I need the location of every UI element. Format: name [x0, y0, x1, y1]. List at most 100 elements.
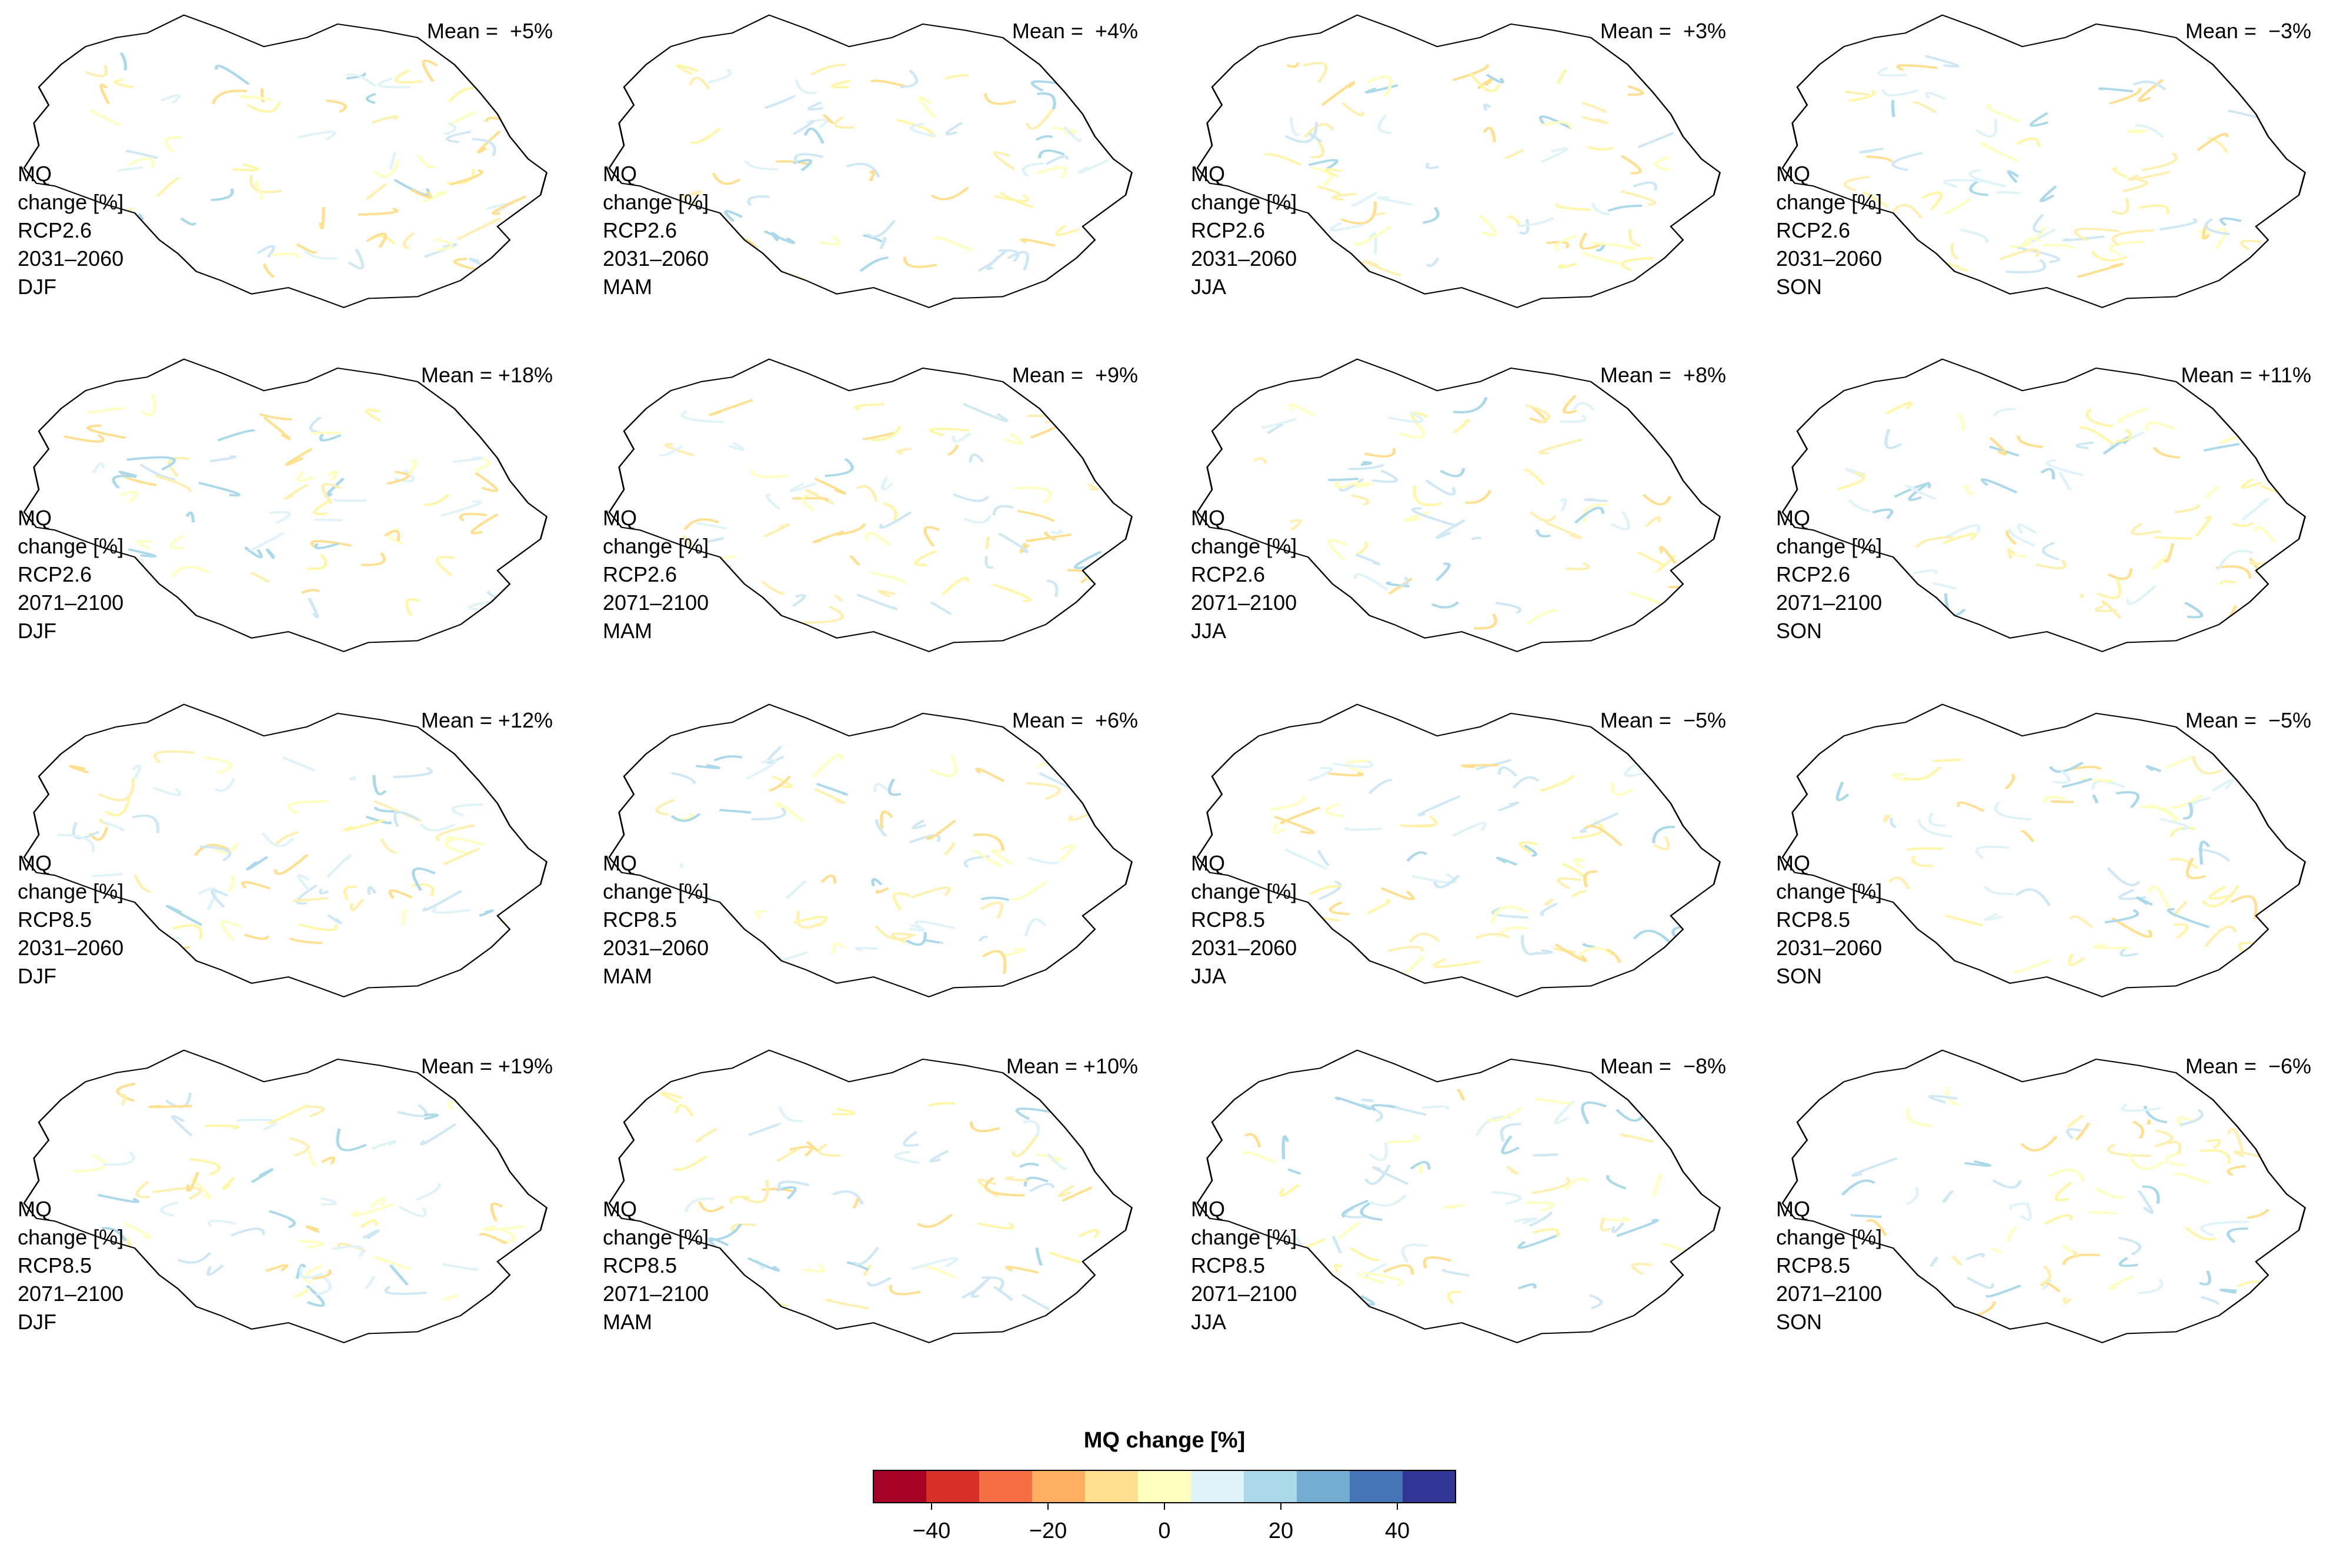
river-segment [410, 189, 432, 199]
river-segment [2165, 756, 2193, 769]
river-segment [2017, 435, 2043, 448]
river-segment [1057, 1185, 1074, 1197]
river-segment [2239, 239, 2262, 251]
river-segment [265, 548, 276, 559]
river-segment [812, 530, 845, 543]
river-segment [1540, 902, 1558, 916]
river-segment [1591, 241, 1636, 250]
river-network [1249, 62, 1674, 276]
river-segment [1284, 849, 1327, 870]
river-segment [747, 1123, 781, 1136]
river-segment [659, 445, 683, 457]
river-segment [1865, 155, 1894, 163]
river-segment [1321, 81, 1356, 106]
river-segment [2173, 923, 2189, 939]
river-segment [121, 491, 138, 503]
river-segment [2008, 528, 2036, 547]
river-segment [1591, 202, 1610, 216]
river-segment [2198, 1270, 2211, 1286]
river-segment [1580, 812, 1619, 833]
river-segment [2200, 1296, 2219, 1306]
river-segment [969, 1121, 1000, 1133]
river-segment [1911, 855, 1933, 868]
river-segment [802, 605, 845, 624]
river-segment [1354, 573, 1389, 591]
river-segment [138, 1297, 151, 1313]
river-segment [2208, 136, 2229, 154]
color-bar-swatch [1244, 1470, 1297, 1503]
river-segment [1030, 80, 1077, 92]
river-segment [929, 428, 969, 437]
river-segment [1476, 759, 1511, 770]
river-segment [263, 263, 275, 279]
river-segment [1495, 602, 1522, 614]
river-segment [490, 1202, 503, 1222]
river-segment [2165, 1151, 2185, 1167]
river-segment [755, 910, 767, 919]
river-segment [2152, 446, 2180, 459]
river-segment [1289, 403, 1315, 417]
river-segment [468, 257, 512, 279]
river-segment [1498, 801, 1520, 812]
river-segment [313, 499, 332, 515]
river-segment [1380, 887, 1415, 900]
river-segment [1989, 436, 2007, 456]
river-segment [1957, 801, 1985, 812]
river-segment [1906, 1187, 1920, 1205]
river-segment [1324, 168, 1342, 178]
basin-outline [608, 703, 1133, 997]
river-segment [69, 765, 89, 774]
panel-label-season: MAM [603, 1310, 652, 1334]
river-segment [153, 750, 195, 763]
river-segment [1964, 485, 1974, 496]
river-segment [993, 151, 1016, 171]
legend-title: MQ change [%] [1083, 1428, 1246, 1453]
river-segment [2075, 1122, 2091, 1141]
river-segment [1361, 1099, 1374, 1103]
map-panel: Mean = +4% MQ change [%] RCP2.6 2031–2060 MAM [585, 0, 1162, 341]
river-segment [1027, 856, 1060, 865]
river-network [1835, 756, 2278, 975]
river-segment [2111, 229, 2154, 246]
map-panel: Mean = +9% MQ change [%] RCP2.6 2071–2100 MAM [585, 344, 1162, 685]
river-segment [889, 1285, 921, 1296]
river-segment [2048, 1168, 2085, 1182]
basin-map [608, 703, 1133, 997]
river-segment [112, 475, 133, 489]
map-panel: Mean = −5% MQ change [%] RCP8.5 2031–2060 SON [1758, 689, 2333, 1030]
river-segment [2148, 803, 2181, 821]
river-segment [103, 821, 125, 832]
river-segment [1837, 471, 1865, 491]
river-segment [103, 1151, 135, 1166]
river-segment [287, 800, 329, 815]
river-segment [803, 1263, 825, 1273]
river-segment [433, 238, 453, 252]
river-segment [165, 905, 203, 926]
panel-label-period: 2071–2100 [1776, 1282, 1883, 1306]
river-segment [1944, 593, 1966, 616]
river-segment [744, 160, 778, 171]
river-segment [834, 595, 843, 602]
river-segment [756, 1293, 789, 1307]
river-segment [92, 462, 105, 473]
river-segment [879, 511, 912, 529]
mean-change-label: Mean = +3% [1600, 19, 1726, 43]
river-segment [887, 778, 902, 796]
mean-change-label: Mean = +18% [420, 363, 553, 387]
river-segment [2109, 240, 2144, 256]
river-segment [1307, 766, 1333, 782]
river-segment [2208, 886, 2230, 900]
river-segment [728, 442, 745, 451]
map-panel: Mean = −5% MQ change [%] RCP8.5 2031–2060 JJA [1173, 689, 1750, 1030]
panel-label-period: 2071–2100 [1191, 590, 1297, 615]
river-segment [1654, 156, 1671, 171]
river-segment [1022, 1294, 1050, 1311]
river-segment [1915, 536, 1954, 548]
river-segment [165, 1092, 192, 1108]
river-segment [2199, 840, 2211, 865]
river-segment [942, 576, 970, 595]
river-segment [1642, 493, 1672, 506]
river-segment [1620, 257, 1654, 272]
river-segment [2091, 780, 2125, 790]
river-segment [1943, 179, 1991, 188]
